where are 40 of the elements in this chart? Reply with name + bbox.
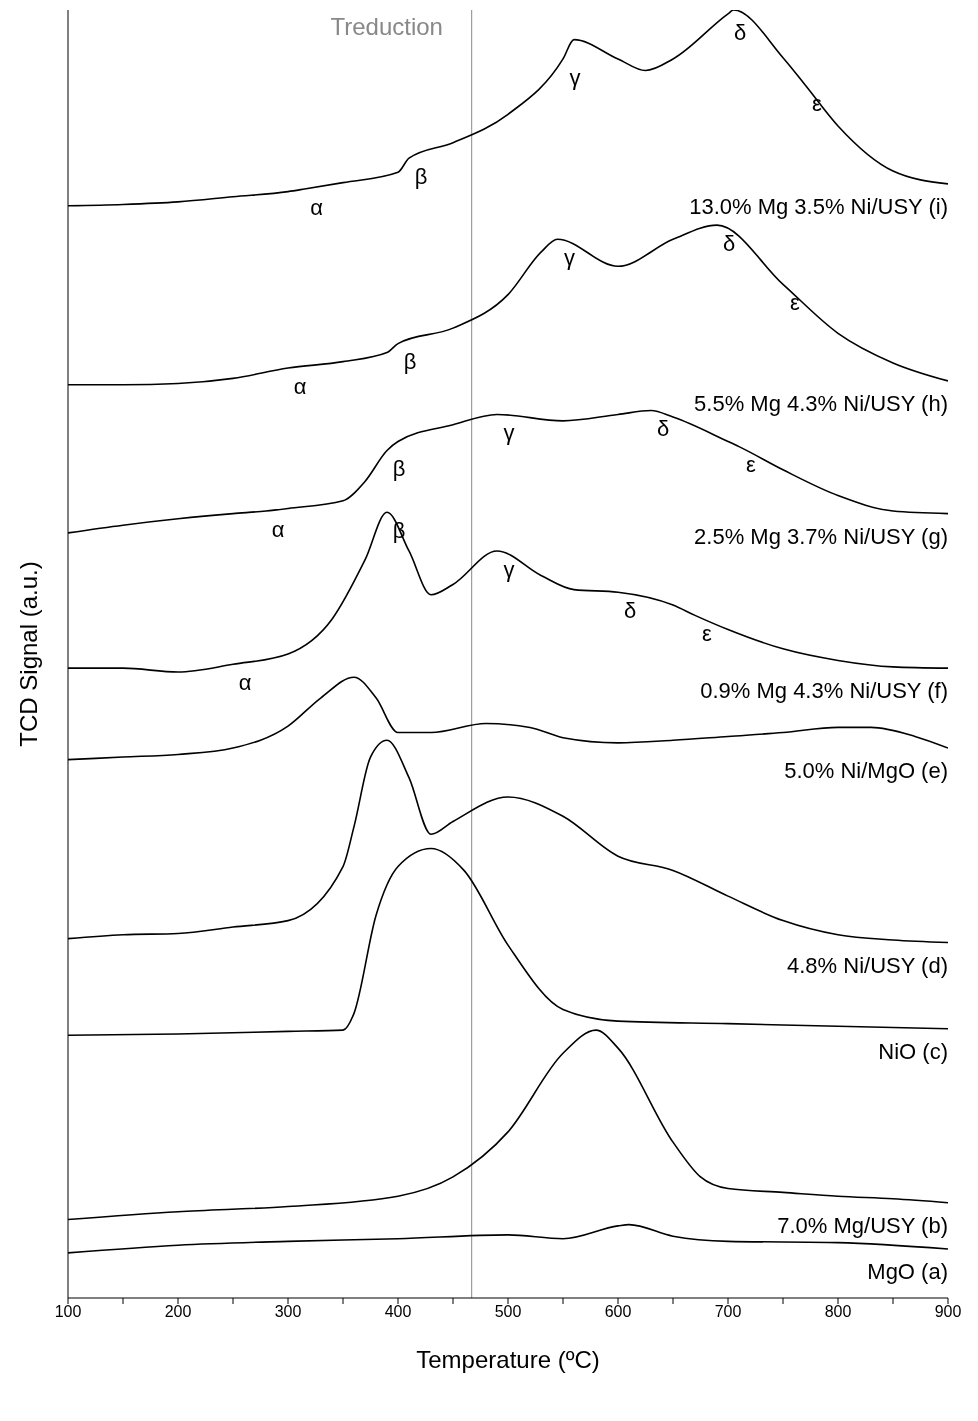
- series-label: 4.8% Ni/USY (d): [787, 952, 948, 978]
- annotation: ε: [790, 290, 801, 316]
- annotation: β: [414, 163, 428, 189]
- series-label: MgO (a): [867, 1259, 948, 1285]
- x-tick-label: 600: [604, 1303, 632, 1321]
- x-tick-label: 800: [824, 1303, 852, 1321]
- annotation: ε: [746, 452, 757, 478]
- annotation: ε: [702, 621, 713, 647]
- x-tick-label: 300: [274, 1303, 302, 1321]
- x-tick-label: 700: [714, 1303, 742, 1321]
- ref-line-label: Treduction: [330, 13, 443, 41]
- annotation: ε: [812, 90, 823, 116]
- annotation: β: [392, 456, 406, 482]
- annotation: α: [238, 670, 252, 696]
- series-label: 5.5% Mg 4.3% Ni/USY (h): [694, 390, 948, 416]
- series-label: 0.9% Mg 4.3% Ni/USY (f): [700, 678, 948, 704]
- annotation: δ: [656, 416, 670, 442]
- x-tick-label: 100: [54, 1303, 82, 1321]
- annotation: α: [293, 373, 307, 399]
- annotation: β: [403, 349, 417, 375]
- series-label: 5.0% Ni/MgO (e): [784, 758, 948, 784]
- series-label: NiO (c): [878, 1038, 948, 1064]
- y-axis-title: TCD Signal (a.u.): [14, 561, 42, 747]
- annotation: δ: [722, 230, 736, 256]
- annotation: γ: [564, 245, 575, 271]
- series-label: 13.0% Mg 3.5% Ni/USY (i): [689, 193, 948, 219]
- x-tick-label: 500: [494, 1303, 522, 1321]
- annotation: γ: [569, 64, 581, 90]
- annotation: γ: [503, 556, 515, 582]
- series-label: 7.0% Mg/USY (b): [777, 1212, 948, 1238]
- annotation: α: [271, 516, 285, 542]
- series-label: 2.5% Mg 3.7% Ni/USY (g): [694, 523, 948, 549]
- x-tick-label: 200: [164, 1303, 192, 1321]
- x-axis-title: Temperature (ºC): [416, 1346, 600, 1373]
- annotation: δ: [623, 597, 637, 623]
- annotation: δ: [733, 19, 747, 45]
- annotation: α: [310, 194, 324, 220]
- x-tick-label: 900: [934, 1303, 962, 1321]
- annotation: γ: [503, 420, 515, 446]
- x-tick-label: 400: [384, 1303, 412, 1321]
